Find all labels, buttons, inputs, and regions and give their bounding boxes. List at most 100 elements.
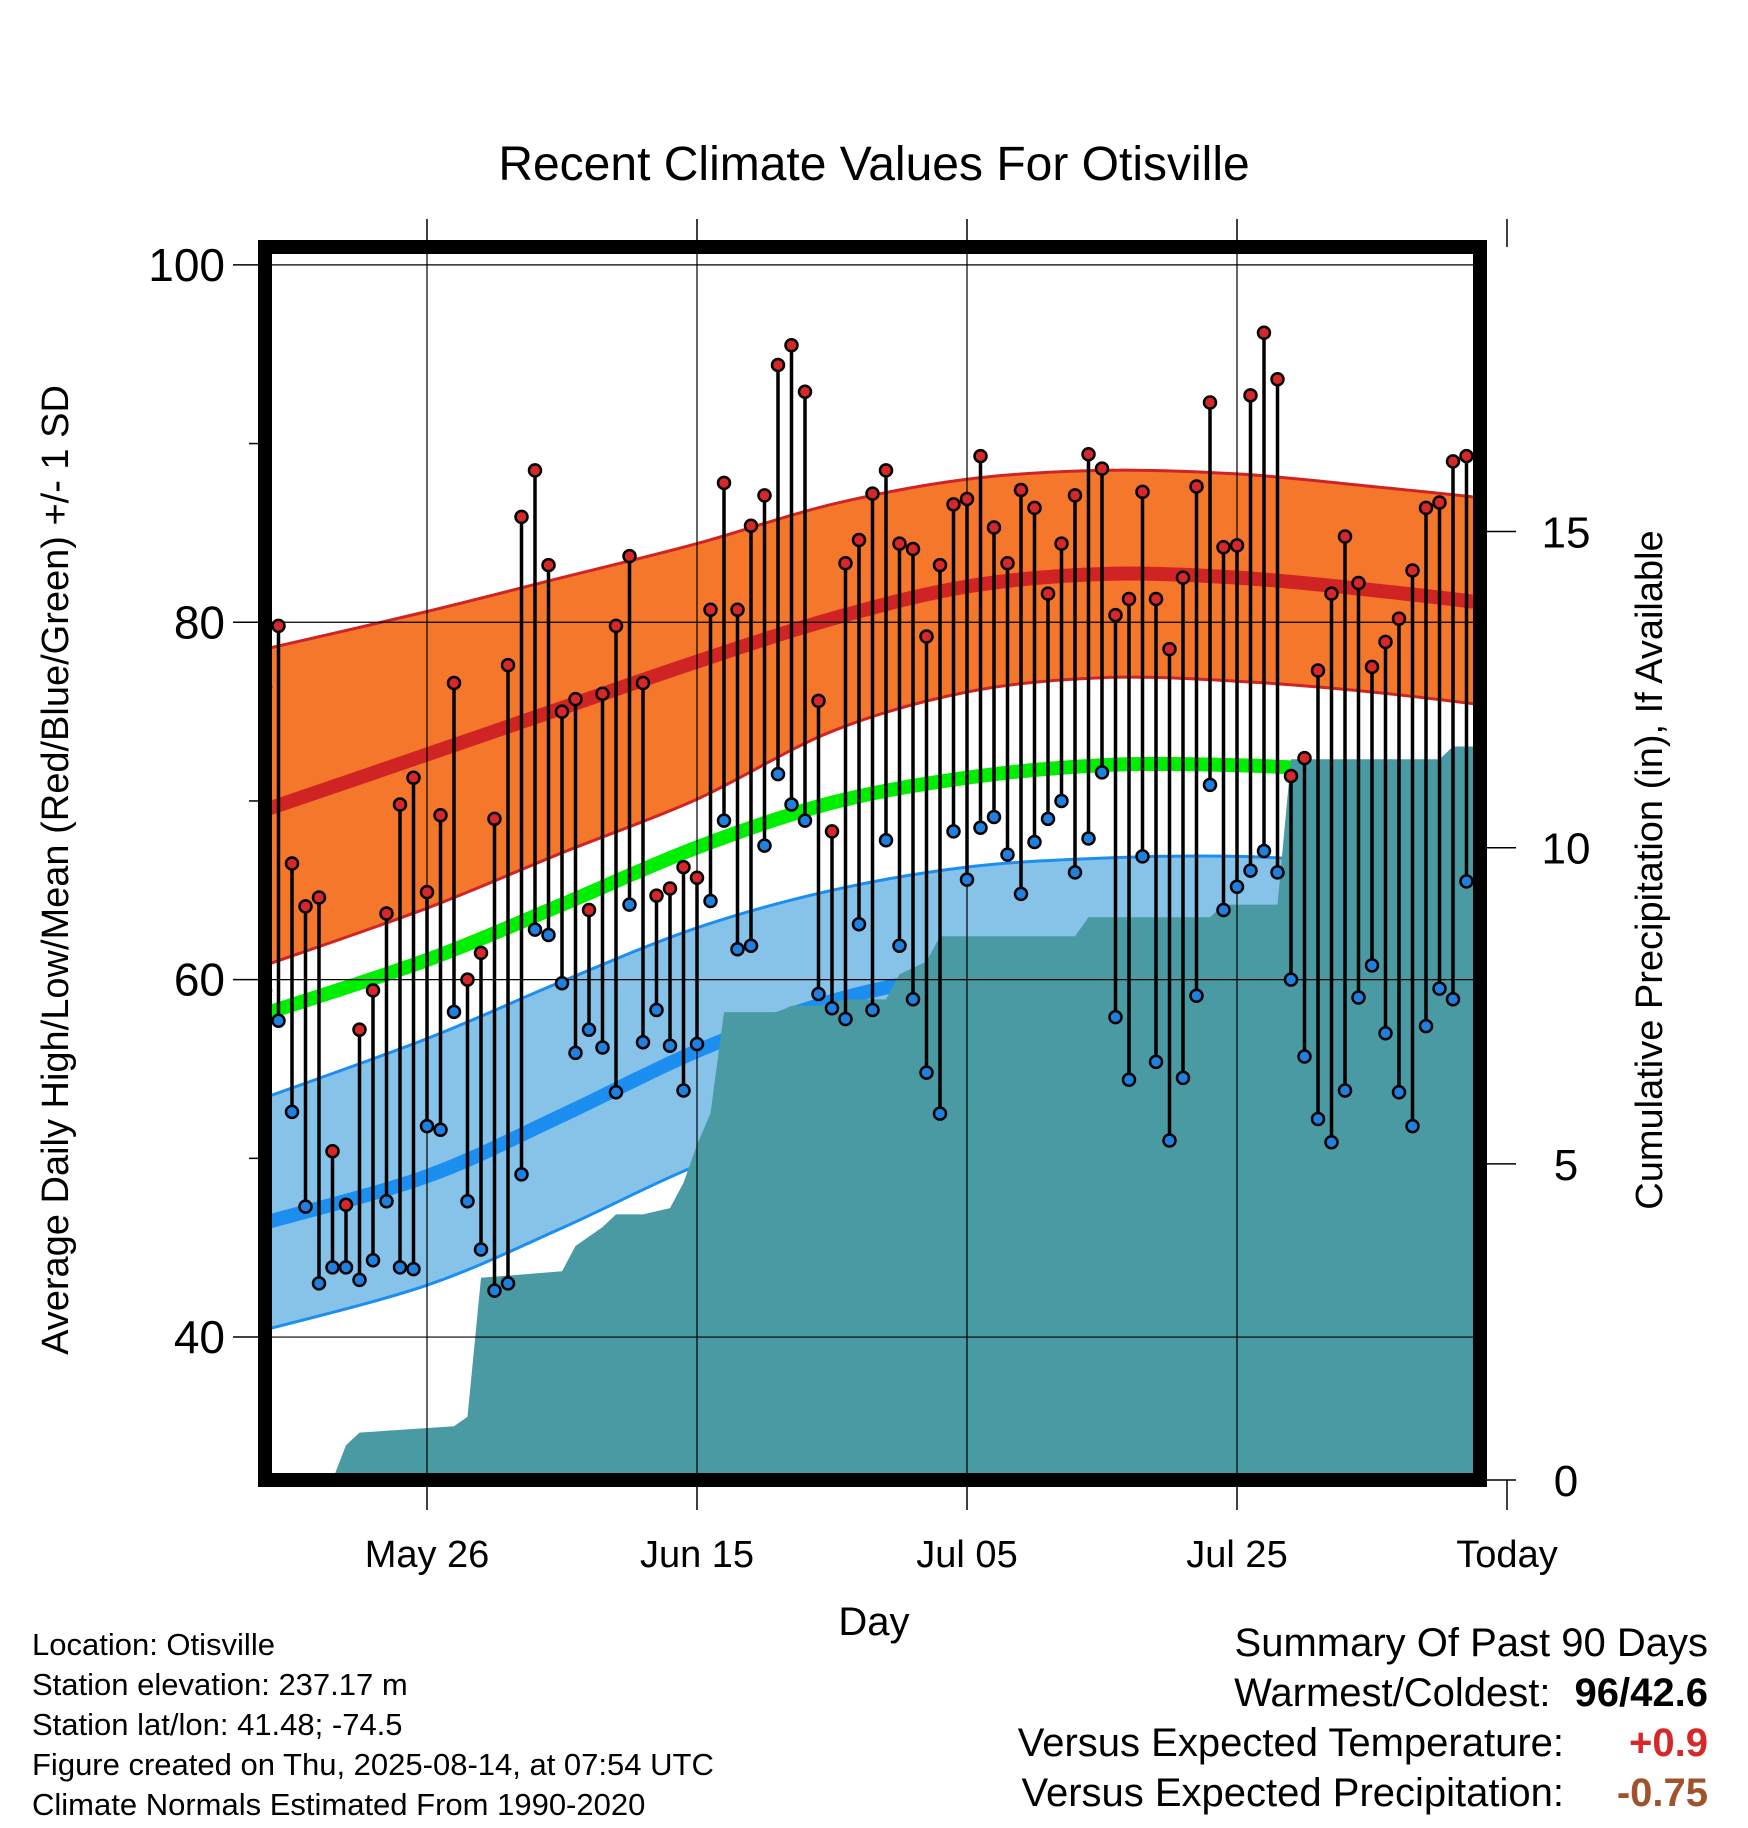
x-tick-label: Jun 15 (640, 1534, 754, 1576)
daily-low-point (271, 1013, 286, 1029)
daily-high-point (419, 884, 435, 900)
warmest-coldest-separator: / (1619, 1671, 1631, 1715)
daily-high-point (514, 509, 529, 525)
y-tick-label: 40 (174, 1311, 225, 1363)
daily-low-point (892, 938, 907, 953)
daily-high-point (959, 491, 975, 507)
daily-low-point (527, 922, 543, 937)
chart-title: Recent Climate Values For Otisville (498, 138, 1249, 191)
daily-low-point (608, 1084, 624, 1100)
daily-high-point (1310, 663, 1326, 678)
daily-high-point (1040, 586, 1056, 601)
daily-low-point (1270, 865, 1285, 880)
x-axis-label: Day (838, 1600, 909, 1644)
y2-tick-label: 15 (1542, 509, 1591, 558)
daily-high-point (1378, 634, 1393, 650)
daily-high-point (1270, 371, 1285, 387)
daily-high-point (311, 890, 327, 905)
daily-low-point (554, 975, 570, 991)
daily-low-point (581, 1022, 597, 1037)
daily-high-point (487, 811, 502, 827)
daily-low-point (1391, 1084, 1407, 1100)
temp-anomaly-value: +0.9 (1629, 1721, 1708, 1765)
daily-high-point (1391, 611, 1407, 626)
daily-low-point (716, 813, 732, 828)
precip-anomaly-value: -0.75 (1616, 1771, 1708, 1815)
warmest-coldest-label: Warmest/Coldest: (1234, 1671, 1551, 1715)
daily-low-point (514, 1167, 529, 1182)
daily-high-point (1418, 500, 1434, 516)
location-text: Location: Otisville (32, 1627, 275, 1662)
daily-low-point (1054, 793, 1069, 809)
daily-low-point (824, 1000, 840, 1016)
daily-high-point (1013, 482, 1029, 498)
daily-high-point (1256, 325, 1272, 341)
daily-low-point (838, 1011, 853, 1027)
daily-low-point (1243, 863, 1258, 878)
daily-high-point (433, 808, 448, 823)
daily-high-point (1432, 495, 1447, 510)
x-tick-label: Jul 05 (916, 1534, 1017, 1576)
daily-high-point (1243, 388, 1258, 403)
daily-high-point (338, 1197, 354, 1213)
daily-high-point (1351, 575, 1366, 591)
daily-high-point (473, 945, 489, 961)
daily-high-point (730, 602, 745, 618)
daily-high-point (568, 691, 583, 707)
daily-high-point (878, 463, 894, 478)
daily-low-point (784, 797, 799, 812)
daily-low-point (1405, 1118, 1420, 1134)
daily-low-point (1175, 1070, 1191, 1086)
daily-low-point (1189, 988, 1204, 1003)
daily-high-point (1000, 556, 1015, 571)
daily-high-point (973, 448, 988, 464)
daily-high-point (325, 1143, 340, 1159)
daily-low-point (851, 917, 867, 932)
daily-low-point (622, 897, 637, 912)
y2-tick-label: 5 (1554, 1141, 1578, 1190)
plot-frame (258, 240, 1487, 1487)
daily-low-point (649, 1002, 664, 1018)
daily-low-point (1432, 981, 1447, 996)
daily-high-point (271, 618, 286, 634)
daily-high-point (541, 557, 556, 573)
daily-low-point (946, 824, 961, 839)
daily-low-point (1283, 972, 1299, 987)
daily-high-point (1283, 768, 1299, 784)
daily-low-point (1000, 847, 1015, 862)
daily-high-point (1324, 586, 1339, 601)
daily-high-point (284, 856, 300, 871)
daily-low-point (1488, 0, 1500, 6)
daily-high-point (1364, 659, 1380, 675)
daily-low-point (392, 1260, 408, 1275)
daily-high-point (554, 704, 570, 719)
summary-panel: Summary Of Past 90 Days Warmest/Coldest:… (1018, 1618, 1708, 1818)
daily-high-point (770, 357, 786, 373)
daily-high-point (1054, 536, 1069, 551)
daily-high-point (932, 557, 948, 573)
daily-low-point (1474, 0, 1486, 6)
temp-anomaly-label: Versus Expected Temperature: (1017, 1721, 1564, 1765)
warmest-value: 96 (1574, 1671, 1620, 1715)
daily-low-point (662, 1038, 678, 1054)
daily-high-point (581, 902, 597, 918)
daily-low-point (1202, 777, 1218, 793)
daily-low-point (865, 1002, 880, 1018)
daily-high-point (365, 983, 381, 998)
daily-low-point (689, 1036, 705, 1052)
daily-high-point (743, 518, 759, 534)
daily-high-point (865, 486, 880, 501)
daily-low-point (1445, 992, 1461, 1007)
high-lower-edge (265, 675, 1480, 967)
daily-high-point (1189, 479, 1204, 494)
daily-low-point (500, 1276, 516, 1291)
daily-low-point (919, 1065, 934, 1080)
daily-high-point (1474, 0, 1486, 6)
daily-high-point (608, 618, 624, 634)
daily-low-point (730, 942, 745, 957)
daily-low-point (757, 838, 772, 853)
daily-low-point (1013, 886, 1029, 902)
daily-low-point (1148, 1054, 1164, 1070)
daily-low-point (1337, 1083, 1353, 1098)
